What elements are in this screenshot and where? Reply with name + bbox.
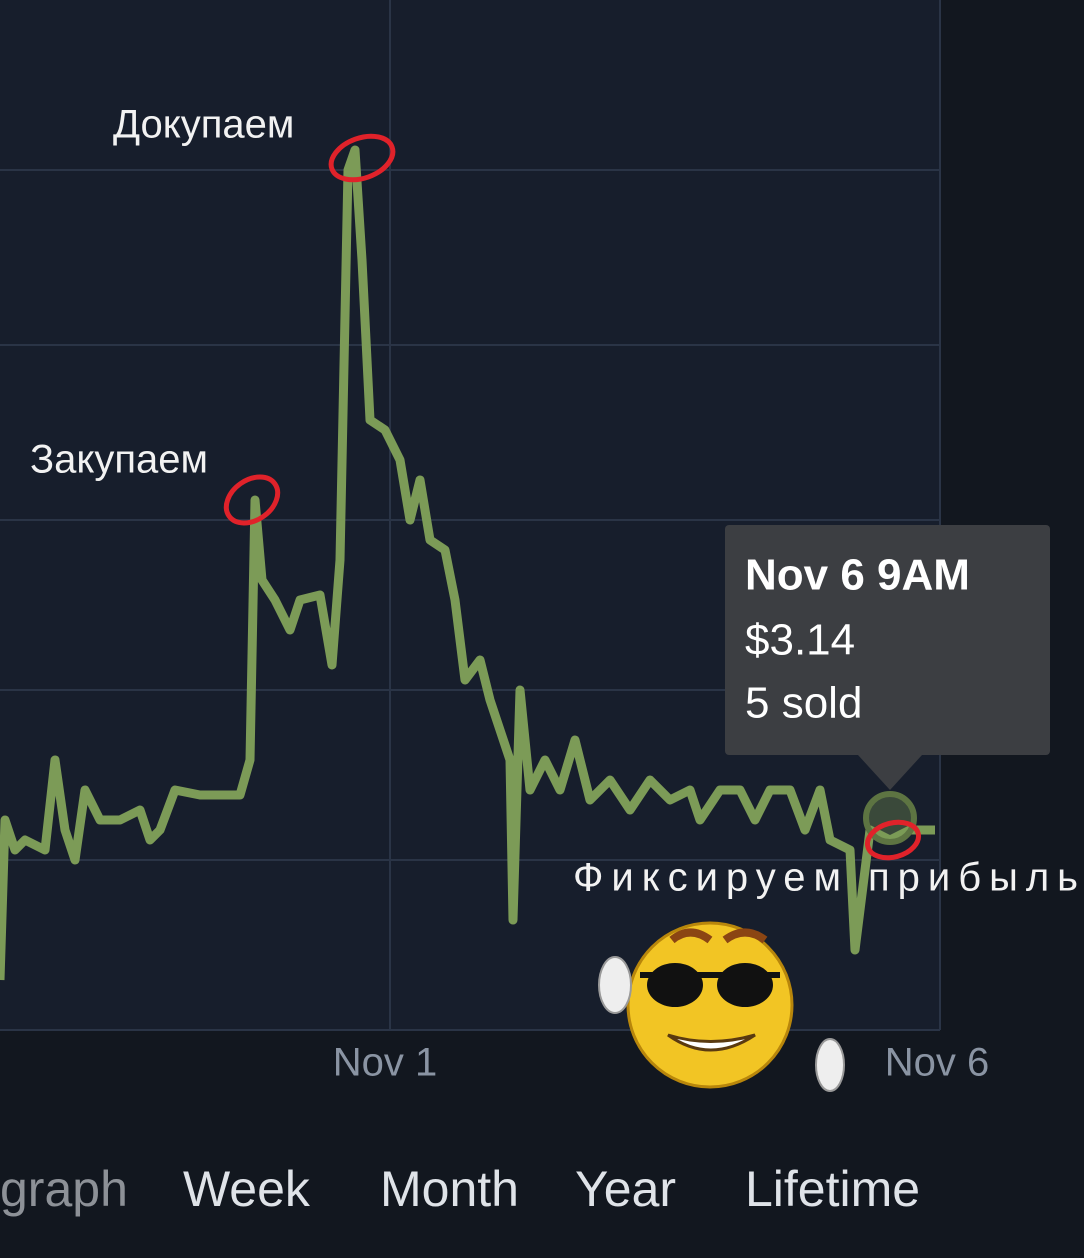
tab[interactable]: Week: [183, 1161, 311, 1217]
tooltip-date: Nov 6 9AM: [745, 551, 970, 600]
tab[interactable]: Month: [380, 1161, 519, 1217]
tab[interactable]: Year: [575, 1161, 676, 1217]
plot-area: [0, 0, 940, 1030]
emoji-glasses: [647, 963, 703, 1007]
tab[interactable]: graph: [0, 1161, 128, 1217]
x-label: Nov 6: [885, 1041, 990, 1085]
annotation: Фиксируем прибыль: [573, 856, 1078, 900]
red-circle: [328, 133, 396, 183]
tooltip-price: $3.14: [745, 616, 855, 665]
tooltip: Nov 6 9AM $3.14 5 sold: [725, 525, 1050, 790]
emoji-brows: [669, 928, 768, 944]
x-label: Nov 1: [333, 1041, 438, 1085]
emoji-hand: [598, 956, 632, 1014]
annotation: Докупаем: [113, 103, 294, 147]
price-line: [0, 145, 935, 981]
emoji: [598, 921, 845, 1092]
emoji-hand: [815, 1038, 845, 1092]
emoji-glasses: [717, 963, 773, 1007]
emoji-smile: [667, 1033, 756, 1052]
red-circles: [223, 133, 921, 861]
red-circle: [223, 474, 281, 526]
tooltip-arrow: [858, 755, 922, 790]
red-circle: [865, 819, 921, 861]
tooltip-sold: 5 sold: [745, 679, 862, 728]
annotation: Закупаем: [30, 438, 208, 482]
tooltip-box: [725, 525, 1050, 755]
emoji-face: [626, 921, 794, 1089]
tab[interactable]: Lifetime: [745, 1161, 920, 1217]
